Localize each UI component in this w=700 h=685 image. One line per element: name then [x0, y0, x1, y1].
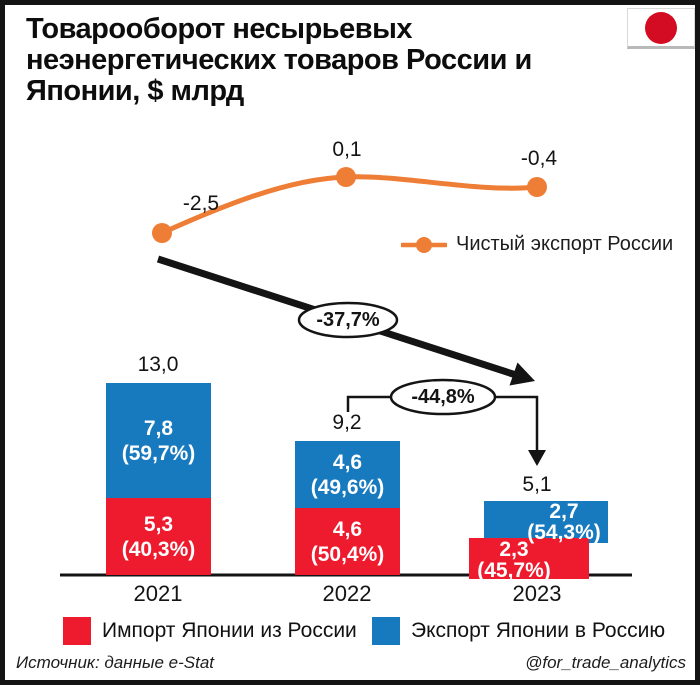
bar-2021-export: 7,8 (59,7%)	[106, 383, 211, 498]
net-export-point-2022	[336, 167, 356, 187]
bar-2023-import-share: (45,7%)	[477, 558, 551, 582]
line-marker-icon	[401, 236, 447, 253]
title-line-1: Товарооборот несырьевых	[26, 13, 412, 45]
legend-import: Импорт Японии из России	[63, 617, 357, 645]
net-export-value-2021: -2,5	[182, 192, 220, 215]
bar-total-2023: 5,1	[522, 473, 552, 496]
bar-2023-import-label: 2,3 (45,7%)	[452, 538, 576, 582]
net-export-legend: Чистый экспорт России	[401, 233, 673, 256]
bar-2021-export-value: 7,8	[143, 416, 174, 440]
footer-source: Источник: данные e-Stat	[16, 653, 215, 672]
page-title: Товарооборот несырьевых неэнергетических …	[26, 14, 666, 107]
bar-2023-export-label: 2,7 (54,3%)	[508, 500, 620, 544]
bar-2022-export-value: 4,6	[332, 450, 363, 474]
bar-2023-export-share: (54,3%)	[527, 520, 601, 544]
year-label-2021: 2021	[133, 581, 183, 606]
trend-arrow-head	[509, 362, 535, 386]
bar-2022-import-value: 4,6	[332, 517, 363, 541]
bar-2022-export-share: (49,6%)	[310, 475, 385, 499]
total-drop-ellipse	[297, 301, 399, 339]
title-line-2: неэнергетических товаров России и	[26, 44, 532, 76]
footer-handle: @for_trade_analytics	[525, 653, 686, 672]
net-export-legend-label: Чистый экспорт России	[456, 233, 674, 255]
bar-total-2022: 9,2	[332, 411, 362, 434]
bar-2021-import-share: (40,3%)	[121, 537, 196, 561]
japan-flag-icon	[627, 8, 695, 49]
drop-2023-arrow-head	[528, 450, 546, 466]
legend-export: Экспорт Японии в Россию	[372, 617, 665, 645]
bar-total-2021: 13,0	[137, 353, 179, 376]
year-label-2023: 2023	[512, 581, 562, 606]
bar-2022-import-share: (50,4%)	[310, 542, 385, 566]
legend-export-label: Экспорт Японии в Россию	[411, 619, 666, 642]
year-label-2022: 2022	[322, 581, 372, 606]
bar-2022-export: 4,6 (49,6%)	[295, 441, 400, 508]
bar-2022-import: 4,6 (50,4%)	[295, 508, 400, 575]
japan-flag-sun	[645, 11, 677, 44]
bar-2023-import-value: 2,3	[499, 538, 529, 561]
legend-import-label: Импорт Японии из России	[102, 619, 357, 642]
bar-2021-export-share: (59,7%)	[121, 441, 196, 465]
last-drop-ellipse	[389, 378, 497, 416]
net-export-point-2023	[527, 177, 547, 197]
bar-2023-export	[484, 501, 608, 543]
bar-2023-export-value: 2,7	[549, 500, 579, 523]
import-swatch-icon	[63, 617, 91, 645]
bar-2021-import-value: 5,3	[143, 512, 174, 536]
last-drop-label: -44,8%	[411, 386, 475, 408]
bar-2023-import	[469, 538, 589, 579]
export-swatch-icon	[372, 617, 400, 645]
net-export-value-2022: 0,1	[332, 138, 362, 161]
bar-2021-import: 5,3 (40,3%)	[106, 498, 211, 575]
total-drop-label: -37,7%	[316, 309, 380, 331]
net-export-point-2021	[152, 223, 172, 243]
title-line-3: Японии, $ млрд	[26, 75, 244, 107]
net-export-value-2023: -0,4	[520, 147, 558, 170]
